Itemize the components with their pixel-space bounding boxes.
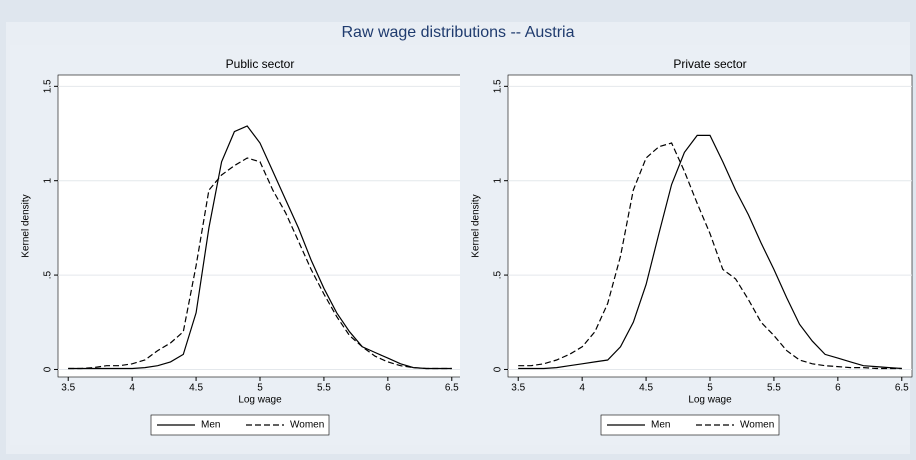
line-series [68,125,452,370]
x-tick-label: 3.5 [511,383,525,394]
legend-label: Men [651,420,670,431]
y-tick-label: 0 [43,366,54,372]
y-tick-label: 1 [493,177,504,183]
x-tick-label: 5.5 [317,383,331,394]
panel-title: Public sector [226,57,295,71]
x-tick-label: 3.5 [61,383,75,394]
line-series [68,157,452,370]
y-axis-label: Kernel density [21,194,32,257]
x-tick-label: 4 [129,383,135,394]
y-axis-label: Kernel density [471,194,482,257]
plot-area [507,74,913,378]
legend-box [600,414,780,436]
y-tick-label: .5 [43,270,54,279]
x-tick-label: 4 [579,383,585,394]
x-axis-label: Log wage [238,395,282,406]
x-tick-label: 6.5 [895,383,909,394]
x-tick-label: 6 [385,383,391,394]
legend-label: Men [201,420,220,431]
y-tick-label: .5 [493,270,504,279]
line-series [518,134,902,370]
figure-title: Raw wage distributions -- Austria [342,24,575,41]
legend-box [150,414,330,436]
y-tick-label: 1 [43,177,54,183]
x-axis-label: Log wage [688,395,732,406]
line-series [518,142,902,370]
legend-label: Women [290,420,324,431]
plot-area [57,74,463,378]
x-tick-label: 6 [835,383,841,394]
panel-title: Private sector [673,57,746,71]
x-tick-label: 5 [257,383,263,394]
y-tick-label: 1.5 [43,79,54,93]
x-tick-label: 4.5 [189,383,203,394]
y-tick-label: 1.5 [493,79,504,93]
x-tick-label: 6.5 [445,383,459,394]
legend-label: Women [740,420,774,431]
y-tick-label: 0 [493,366,504,372]
x-tick-label: 4.5 [639,383,653,394]
x-tick-label: 5 [707,383,713,394]
x-tick-label: 5.5 [767,383,781,394]
